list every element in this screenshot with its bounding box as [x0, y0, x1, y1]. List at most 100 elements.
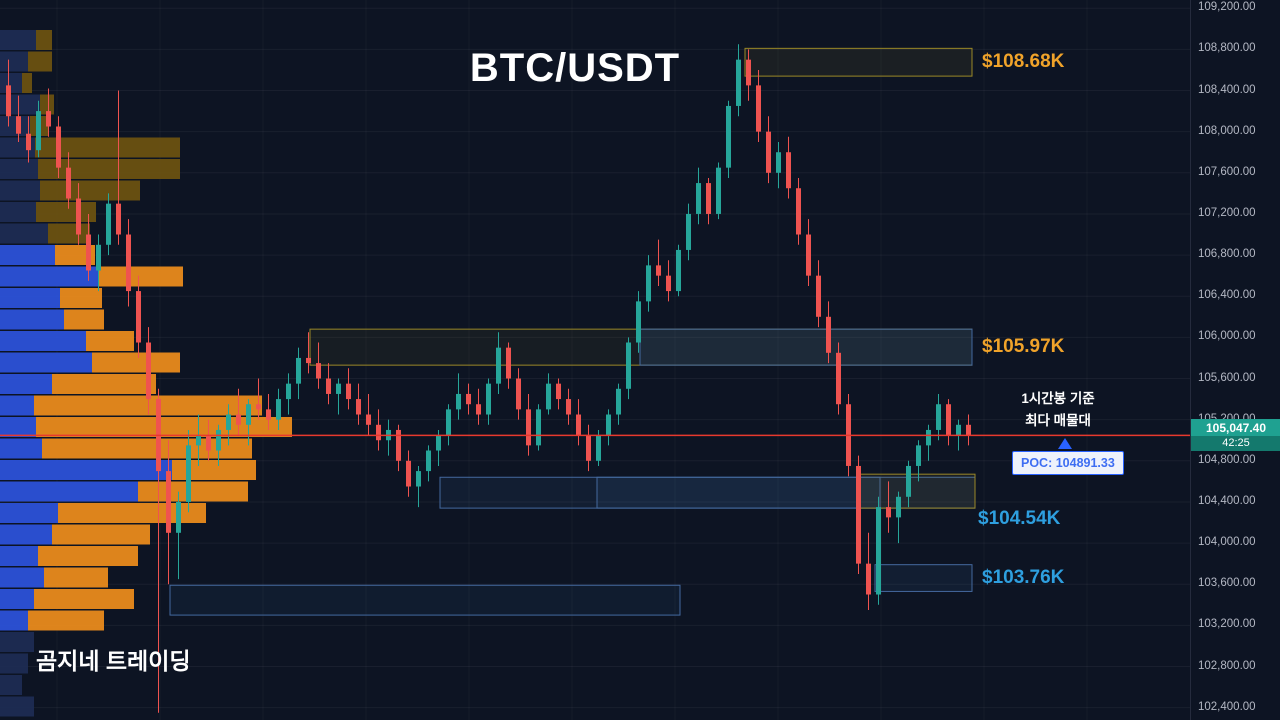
- candle-body: [736, 59, 741, 106]
- candle-body: [596, 435, 601, 461]
- volume-profile-bar-sell: [28, 51, 52, 72]
- price-axis[interactable]: 109,200.00 108,800.00 108,400.00 108,000.00…: [1190, 0, 1280, 720]
- volume-profile-bar-buy: [0, 567, 44, 588]
- candle-body: [776, 152, 781, 173]
- volume-profile-bar-sell: [36, 30, 52, 50]
- candle-body: [116, 203, 121, 235]
- volume-profile-bar-sell: [60, 288, 102, 308]
- zone-zone-104-54k-yellow[interactable]: [857, 473, 976, 509]
- candle-body: [186, 445, 191, 502]
- volume-profile-bar-buy: [0, 438, 42, 459]
- volume-profile-bar-buy: [0, 309, 64, 330]
- zone-zone-103-76k[interactable]: [874, 564, 973, 592]
- candle-body: [506, 347, 511, 379]
- volume-profile-bar-buy: [0, 696, 34, 717]
- price-axis-tick: 102,400.00: [1198, 700, 1256, 713]
- candle-body: [316, 363, 321, 379]
- volume-profile-bar-sell: [35, 137, 180, 158]
- candle-body: [126, 234, 131, 292]
- volume-profile-bar-buy: [0, 223, 48, 244]
- volume-profile-bar-sell: [36, 417, 292, 437]
- zone-zone-104-54k-inner[interactable]: [596, 476, 881, 509]
- price-axis-tick: 109,200.00: [1198, 1, 1256, 14]
- level-label: $104.54K: [978, 507, 1061, 529]
- volume-profile-bar-buy: [0, 352, 92, 373]
- price-axis-tick: 106,800.00: [1198, 248, 1256, 261]
- candle-body: [616, 388, 621, 415]
- volume-profile-bar-sell: [52, 524, 150, 545]
- level-label: $108.68K: [982, 50, 1065, 72]
- candle-body: [426, 450, 431, 472]
- candle-body: [766, 131, 771, 173]
- candle-body: [546, 383, 551, 410]
- current-price-tag: 105,047.40 42:25: [1191, 419, 1280, 452]
- candle-body: [6, 85, 11, 117]
- volume-profile-bar-sell: [38, 159, 180, 179]
- price-axis-tick: 104,000.00: [1198, 536, 1256, 549]
- zone-resistance-108-68k[interactable]: [744, 47, 973, 77]
- price-axis-tick: 106,400.00: [1198, 289, 1256, 302]
- price-chart[interactable]: [0, 0, 1190, 720]
- candle-body: [456, 393, 461, 410]
- watermark: 곰지네 트레이딩: [36, 648, 191, 674]
- candle-body: [566, 399, 571, 415]
- candle-body: [746, 59, 751, 86]
- volume-profile-bar-buy: [0, 503, 58, 523]
- candle-body: [816, 275, 821, 317]
- candle-body: [926, 429, 931, 446]
- candle-body: [756, 85, 761, 132]
- poc-label[interactable]: POC: 104891.33: [1012, 451, 1124, 475]
- candle-body: [416, 471, 421, 487]
- candle-body: [476, 404, 481, 415]
- volume-profile-bar-sell: [138, 481, 248, 502]
- candle-body: [106, 203, 111, 245]
- candle-body: [166, 471, 171, 533]
- candle-body: [26, 133, 31, 151]
- candle-body: [696, 183, 701, 214]
- candle-body: [876, 507, 881, 595]
- volume-profile-bar-buy: [0, 653, 28, 674]
- price-axis-tick: 104,800.00: [1198, 453, 1256, 466]
- volume-profile-bar-buy: [0, 374, 52, 394]
- zone-zone-105-97k-inner[interactable]: [639, 328, 973, 366]
- candle-body: [956, 424, 961, 436]
- candle-body: [66, 167, 71, 199]
- zone-zone-103-5k-left[interactable]: [169, 584, 681, 616]
- candle-body: [896, 496, 901, 518]
- candle-body: [276, 399, 281, 420]
- volume-profile-bar-sell: [64, 309, 104, 330]
- candle-body: [86, 234, 91, 271]
- volume-profile-bar-sell: [92, 352, 180, 373]
- candle-body: [536, 409, 541, 446]
- volume-profile-bar-buy: [0, 159, 38, 179]
- volume-profile-bar-buy: [0, 331, 86, 351]
- candle-body: [836, 352, 841, 405]
- zone-zone-104-54k-wide[interactable]: [439, 476, 976, 509]
- poc-label-text: POC: 104891.33: [1021, 456, 1115, 470]
- candle-body: [216, 429, 221, 451]
- candle-body: [556, 383, 561, 400]
- volume-profile-bar-buy: [0, 675, 22, 695]
- candle-body: [356, 399, 361, 415]
- volume-profile-bar-buy: [0, 202, 36, 222]
- candle-body: [496, 347, 501, 384]
- candle-body: [36, 111, 41, 151]
- candle-body: [856, 465, 861, 564]
- volume-profile-bar-buy: [0, 245, 55, 265]
- price-axis-tick: 104,400.00: [1198, 494, 1256, 507]
- volume-profile-bar-sell: [22, 73, 32, 93]
- candle-body: [686, 213, 691, 250]
- volume-profile-bar-buy: [0, 589, 34, 609]
- volume-profile-bar-buy: [0, 395, 34, 416]
- volume-profile-bar-buy: [0, 30, 36, 50]
- candle-body: [376, 424, 381, 441]
- volume-profile-bar-buy: [0, 180, 40, 201]
- candle-body: [826, 316, 831, 353]
- price-axis-tick: 102,800.00: [1198, 659, 1256, 672]
- candle-body: [516, 378, 521, 410]
- candle-body: [406, 460, 411, 487]
- candle-body: [226, 414, 231, 430]
- candle-body: [256, 404, 261, 410]
- candle-body: [16, 116, 21, 134]
- candle-body: [146, 342, 151, 400]
